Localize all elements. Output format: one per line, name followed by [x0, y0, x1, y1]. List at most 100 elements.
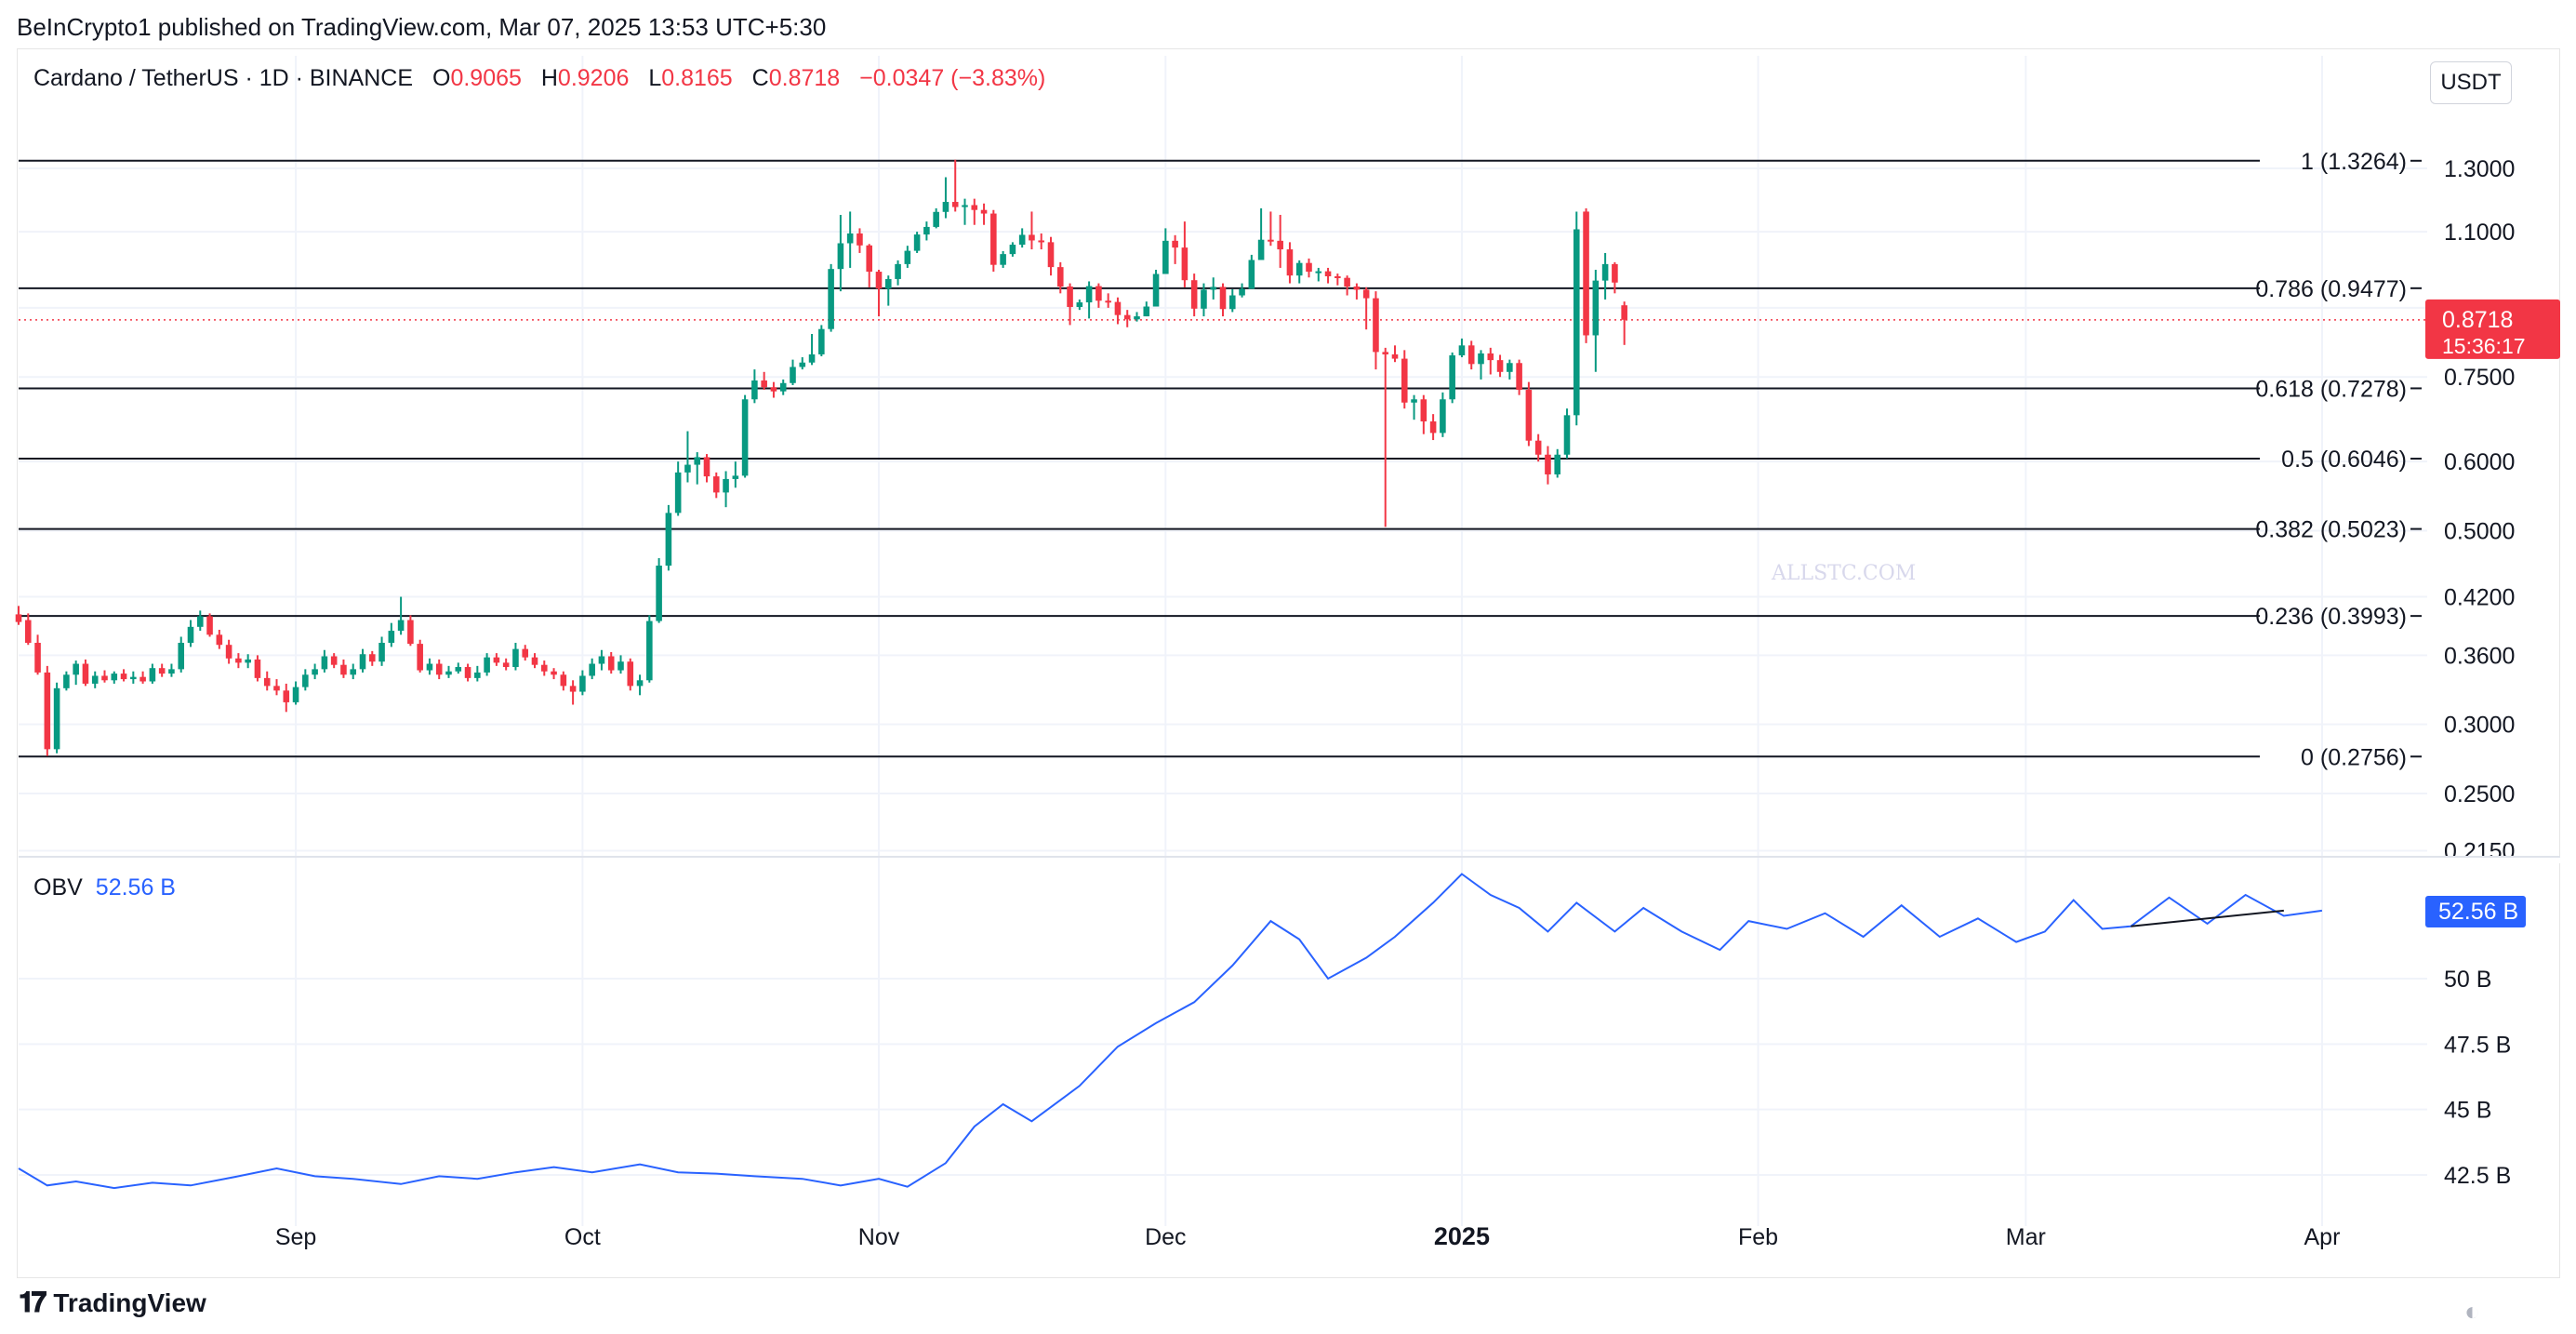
candle-body: [1573, 229, 1580, 416]
candle-body: [1095, 286, 1102, 301]
candle-body: [1190, 280, 1198, 309]
last-price-countdown: 15:36:17: [2442, 334, 2526, 358]
candle-body: [904, 250, 911, 264]
legend-high-label: H: [540, 65, 558, 91]
last-price-badge: [2425, 299, 2560, 359]
y-tick-label: 0.2500: [2444, 781, 2515, 807]
candle-body: [44, 672, 51, 750]
candle-body: [359, 654, 366, 670]
candle-body: [884, 278, 892, 289]
fib-level-label: 0.382 (0.5023): [2255, 517, 2407, 543]
candle-body: [895, 263, 901, 279]
footer-brand-label: TradingView: [53, 1288, 206, 1317]
candle-body: [942, 202, 949, 212]
y-tick-label: 0.7500: [2444, 365, 2515, 391]
candle-body: [130, 676, 137, 680]
candle-body: [560, 674, 567, 687]
candle-body: [254, 659, 261, 678]
candle-body: [665, 513, 672, 567]
candle-body: [875, 272, 883, 289]
published-header: BeInCrypto1 published on TradingView.com…: [17, 13, 827, 41]
candle-body: [1210, 287, 1217, 290]
candle-body: [1621, 305, 1627, 320]
candle-body: [1018, 234, 1026, 246]
obv-legend: OBV 52.56 B: [33, 874, 176, 901]
candle-body: [1134, 316, 1140, 320]
candle-body: [656, 566, 662, 621]
tradingview-logo-icon: 𝟏𝟕: [19, 1287, 46, 1318]
legend-low-value: 0.8165: [661, 65, 733, 91]
candle-body: [551, 671, 557, 675]
candle-body: [579, 675, 586, 692]
candle-body: [340, 664, 347, 675]
candle-body: [53, 687, 60, 750]
candle-body: [1478, 353, 1484, 365]
candle-body: [1000, 254, 1006, 265]
legend-low-label: L: [648, 65, 662, 91]
y-tick-label: 0.3600: [2444, 643, 2515, 669]
candle-body: [1449, 354, 1455, 400]
candle-body: [1315, 271, 1322, 273]
candle-body: [1601, 263, 1609, 281]
candle-body: [1362, 289, 1370, 299]
x-tick-label: Feb: [1738, 1224, 1778, 1250]
obv-tick-label: 47.5 B: [2444, 1032, 2511, 1058]
candle-body: [1056, 267, 1064, 287]
candle-body: [1038, 240, 1045, 243]
candle-body: [741, 399, 749, 476]
x-tick-label: Dec: [1145, 1224, 1186, 1250]
candle-body: [1114, 301, 1122, 315]
candle-body: [990, 213, 997, 265]
y-tick-label: 0.4200: [2444, 585, 2515, 611]
candle-body: [1507, 363, 1513, 372]
y-tick-label: 0.5000: [2444, 518, 2515, 544]
obv-value-label: 52.56 B: [2438, 899, 2518, 925]
candle-body: [1123, 314, 1131, 320]
candle-body: [397, 620, 405, 632]
x-tick-label: Sep: [275, 1224, 316, 1250]
footer-brand[interactable]: 𝟏𝟕 TradingView: [19, 1287, 206, 1319]
obv-legend-name[interactable]: OBV: [33, 874, 83, 900]
candle-body: [951, 202, 959, 207]
candle-body: [82, 663, 89, 684]
candle-body: [674, 472, 682, 514]
candle-body: [1487, 353, 1494, 361]
candle-body: [149, 668, 156, 682]
candle-body: [368, 654, 376, 662]
candle-body: [417, 644, 423, 671]
axis-mask: [2427, 858, 2560, 863]
candle-body: [818, 328, 825, 354]
candle-body: [158, 668, 166, 674]
candle-body: [493, 657, 500, 663]
candle-body: [350, 669, 357, 675]
candle-body: [178, 643, 185, 670]
candle-body: [1257, 239, 1265, 260]
candle-body: [196, 616, 204, 627]
candle-body: [569, 686, 577, 692]
candle-body: [1181, 247, 1188, 281]
candle-body: [273, 686, 280, 691]
obv-value-badge: [2425, 895, 2526, 927]
currency-button[interactable]: USDT: [2430, 61, 2512, 104]
candle-body: [627, 661, 634, 687]
candle-body: [1458, 345, 1466, 355]
last-price-value: 0.8718: [2442, 307, 2513, 333]
candle-body: [63, 674, 70, 688]
candle-body: [1162, 240, 1169, 274]
candle-body: [245, 659, 251, 663]
fib-level-label: 0.618 (0.7278): [2255, 376, 2407, 402]
y-tick-label: 0.3000: [2444, 713, 2515, 739]
candle-body: [712, 476, 720, 493]
candle-body: [1496, 360, 1504, 372]
candle-body: [139, 676, 146, 682]
fib-level-label: 1 (1.3264): [2301, 149, 2407, 175]
candle-body: [1534, 440, 1542, 455]
candle-body: [1085, 286, 1093, 303]
candle-body: [15, 614, 22, 622]
candle-body: [856, 233, 863, 246]
obv-legend-value: 52.56 B: [95, 874, 176, 900]
legend-symbol[interactable]: Cardano / TetherUS · 1D · BINANCE: [33, 65, 414, 91]
candle-body: [828, 269, 834, 329]
candle-body: [1201, 289, 1207, 309]
